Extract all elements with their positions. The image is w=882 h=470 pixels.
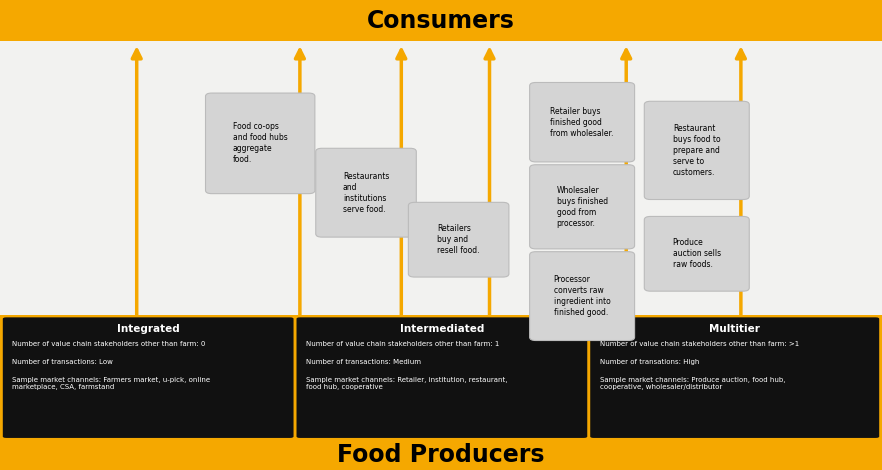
FancyBboxPatch shape xyxy=(295,316,588,439)
FancyBboxPatch shape xyxy=(206,93,315,194)
Text: Restaurants
and
institutions
serve food.: Restaurants and institutions serve food. xyxy=(343,172,389,214)
Text: Integrated: Integrated xyxy=(116,324,180,334)
FancyBboxPatch shape xyxy=(316,149,416,237)
Text: Sample market channels: Retailer, institution, restaurant,
food hub, cooperative: Sample market channels: Retailer, instit… xyxy=(306,377,507,391)
Text: Consumers: Consumers xyxy=(367,8,515,33)
Text: Sample market channels: Produce auction, food hub,
cooperative, wholesaler/distr: Sample market channels: Produce auction,… xyxy=(600,377,785,391)
Text: Wholesaler
buys finished
good from
processor.: Wholesaler buys finished good from proce… xyxy=(557,186,608,228)
Text: Number of value chain stakeholders other than farm: 1: Number of value chain stakeholders other… xyxy=(306,341,499,347)
Text: Number of transactions: Low: Number of transactions: Low xyxy=(12,359,113,365)
FancyBboxPatch shape xyxy=(530,83,635,162)
Text: Restaurant
buys food to
prepare and
serve to
customers.: Restaurant buys food to prepare and serv… xyxy=(673,124,721,177)
Text: Number of value chain stakeholders other than farm: >1: Number of value chain stakeholders other… xyxy=(600,341,799,347)
FancyBboxPatch shape xyxy=(589,316,880,439)
FancyBboxPatch shape xyxy=(0,315,882,470)
Text: Number of transactions: Medium: Number of transactions: Medium xyxy=(306,359,421,365)
Text: Multitier: Multitier xyxy=(709,324,760,334)
FancyBboxPatch shape xyxy=(2,316,295,439)
Text: Sample market channels: Farmers market, u-pick, online
marketplace, CSA, farmsta: Sample market channels: Farmers market, … xyxy=(12,377,211,391)
Text: Retailers
buy and
resell food.: Retailers buy and resell food. xyxy=(437,224,480,255)
Text: Processor
converts raw
ingredient into
finished good.: Processor converts raw ingredient into f… xyxy=(554,275,610,317)
Text: Food Producers: Food Producers xyxy=(337,443,545,467)
Text: Food co-ops
and food hubs
aggregate
food.: Food co-ops and food hubs aggregate food… xyxy=(233,122,288,164)
Text: Number of value chain stakeholders other than farm: 0: Number of value chain stakeholders other… xyxy=(12,341,206,347)
FancyBboxPatch shape xyxy=(644,216,750,291)
FancyBboxPatch shape xyxy=(408,202,509,277)
FancyBboxPatch shape xyxy=(0,0,882,41)
FancyBboxPatch shape xyxy=(530,252,635,340)
FancyBboxPatch shape xyxy=(530,164,635,249)
Text: Produce
auction sells
raw foods.: Produce auction sells raw foods. xyxy=(673,238,721,269)
Text: Retailer buys
finished good
from wholesaler.: Retailer buys finished good from wholesa… xyxy=(550,107,614,138)
FancyBboxPatch shape xyxy=(644,102,750,199)
Text: Number of transations: High: Number of transations: High xyxy=(600,359,699,365)
FancyBboxPatch shape xyxy=(0,41,882,315)
Text: Intermediated: Intermediated xyxy=(400,324,484,334)
